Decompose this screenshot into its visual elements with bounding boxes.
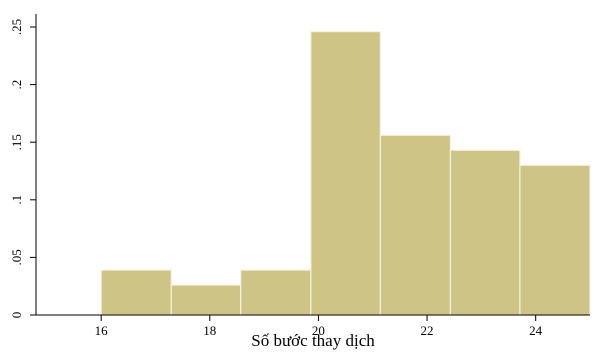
histogram-bar <box>310 31 381 316</box>
x-tick-label: 24 <box>529 323 543 338</box>
y-tick-label: .2 <box>9 80 24 90</box>
histogram-bar <box>519 164 591 316</box>
histogram-bar <box>100 269 172 316</box>
x-axis-ticks: 16 18 20 22 24 <box>95 315 543 338</box>
y-tick-label: 0 <box>9 312 24 319</box>
y-tick-label: .1 <box>9 195 24 205</box>
histogram-bar <box>170 284 242 316</box>
x-tick-label: 20 <box>312 323 325 338</box>
x-tick-label: 22 <box>421 323 434 338</box>
y-tick-label: .05 <box>9 249 24 265</box>
y-tick-label: .25 <box>9 19 24 35</box>
histogram-bar <box>240 269 312 316</box>
histogram-bar <box>379 134 452 316</box>
y-tick-label: .15 <box>9 134 24 150</box>
bars-group <box>100 31 591 316</box>
y-axis-ticks: 0 .05 .1 .15 .2 .25 <box>9 19 36 318</box>
histogram-bar <box>449 149 521 316</box>
x-axis-label: Số bước thay dịch <box>251 331 375 350</box>
x-tick-label: 18 <box>203 323 216 338</box>
x-tick-label: 16 <box>95 323 109 338</box>
